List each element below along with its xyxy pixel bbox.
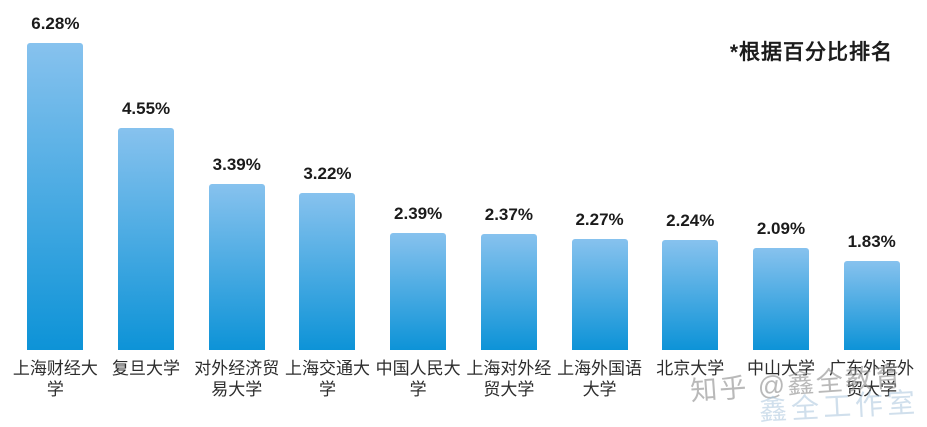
category-label: 广东外语外贸大学 (829, 359, 915, 399)
category-label: 上海交通大学 (284, 359, 370, 399)
category-label: 对外经济贸易大学 (194, 359, 280, 399)
value-label: 3.22% (303, 164, 352, 183)
category-label: 中国人民大学 (375, 359, 461, 399)
bar-column: 1.83% 广东外语外贸大学 (826, 0, 917, 427)
bar-area: 3.22% (299, 0, 356, 350)
ranking-note: *根据百分比排名 (729, 41, 893, 64)
bar-area: 3.39% (208, 0, 265, 350)
bar (118, 128, 175, 350)
category-label: 复旦大学 (112, 359, 181, 378)
bar (208, 184, 265, 350)
value-label: 2.27% (575, 210, 624, 229)
bar-column: 3.39% 对外经济贸易大学 (191, 0, 282, 427)
bar-area: 2.24% (662, 0, 719, 350)
value-label: 6.28% (31, 14, 80, 33)
bar-column: 2.24% 北京大学 (645, 0, 736, 427)
value-label: 1.83% (847, 232, 896, 251)
bar-area: 6.28% (27, 0, 84, 350)
bar-column: 2.09% 中山大学 (736, 0, 827, 427)
bar (752, 248, 809, 350)
category-label: 上海外国语大学 (557, 359, 643, 399)
bar-column: 6.28% 上海财经大学 (10, 0, 101, 427)
bar (390, 233, 447, 350)
value-label: 4.55% (121, 99, 171, 118)
bar (571, 239, 628, 350)
category-label: 上海对外经贸大学 (466, 359, 552, 399)
value-label: 2.37% (484, 205, 533, 224)
value-label: 2.39% (394, 204, 443, 223)
bar (843, 261, 900, 350)
bar-column: 2.27% 上海外国语大学 (554, 0, 645, 427)
bar-chart: 6.28% 上海财经大学 4.55% 复旦大学 3.39% 对外经济贸易大学 3.22% 上海… (10, 0, 917, 427)
value-label: 3.39% (212, 155, 261, 174)
watermark-studio: 鑫全工作室 (758, 386, 920, 427)
bar-column: 4.55% 复旦大学 (101, 0, 192, 427)
value-label: 2.09% (756, 219, 806, 238)
bar-column: 2.39% 中国人民大学 (373, 0, 464, 427)
category-label: 北京大学 (656, 359, 725, 378)
bar-area: 2.39% (390, 0, 447, 350)
bar-area: 2.27% (571, 0, 628, 350)
bar-column: 3.22% 上海交通大学 (282, 0, 373, 427)
bar-area: 2.09% (752, 0, 809, 350)
bar (27, 43, 84, 350)
bar-area: 2.37% (480, 0, 537, 350)
bar-area: 4.55% (118, 0, 175, 350)
category-label: 中山大学 (746, 359, 815, 378)
value-label: 2.24% (666, 211, 715, 230)
bar-column: 2.37% 上海对外经贸大学 (464, 0, 555, 427)
bar (480, 234, 537, 350)
bar-area: 1.83% (843, 0, 900, 350)
category-label: 上海财经大学 (12, 359, 98, 399)
bar (662, 240, 719, 350)
bar (299, 193, 356, 350)
